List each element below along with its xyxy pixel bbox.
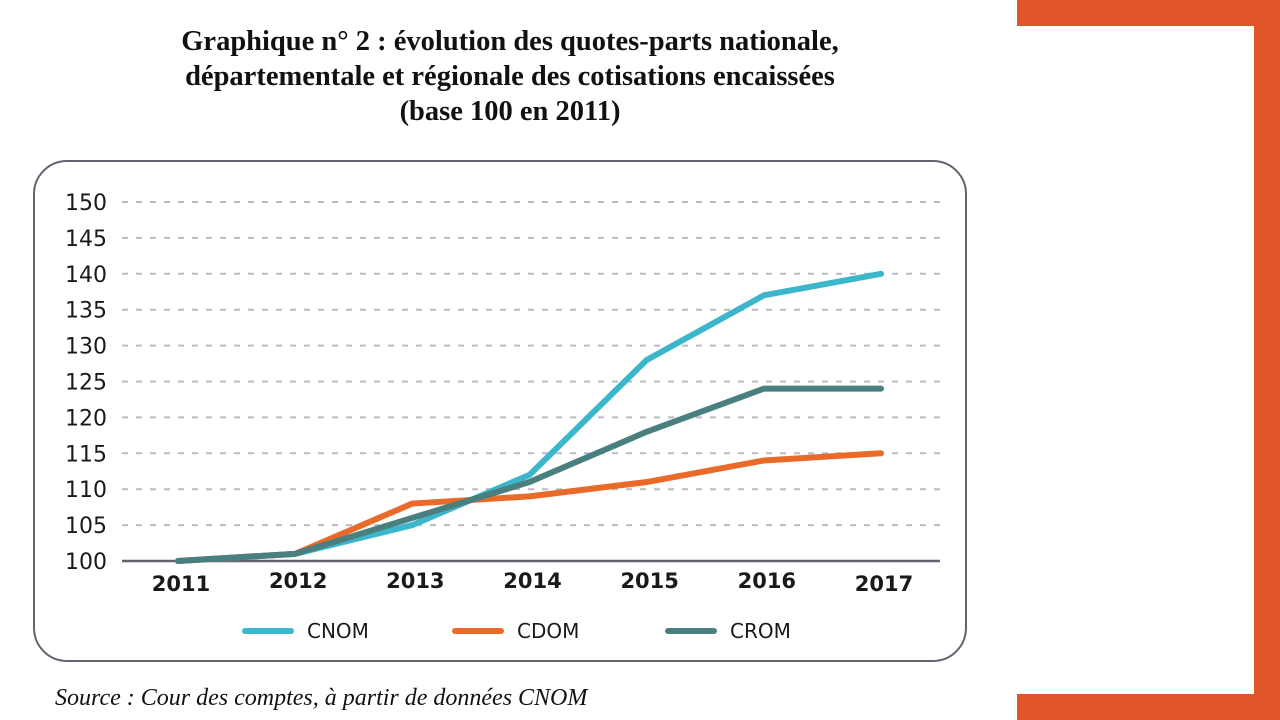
source-note: Source : Cour des comptes, à partir de d… — [55, 685, 588, 711]
x-axis-ticks: 2011 2012 2013 2014 2015 2016 2017 — [152, 569, 913, 596]
legend-item-cdom: CDOM — [452, 619, 579, 643]
legend-item-crom: CROM — [665, 619, 791, 643]
chart-title: Graphique n° 2 : évolution des quotes-pa… — [60, 24, 960, 129]
x-tick-label: 2016 — [738, 569, 796, 593]
y-tick-label: 120 — [65, 406, 107, 431]
title-line-3: (base 100 en 2011) — [399, 96, 621, 127]
y-tick-label: 100 — [65, 550, 107, 575]
x-tick-label: 2014 — [503, 569, 561, 593]
y-tick-label: 130 — [65, 335, 107, 360]
y-axis-ticks: 100 105 110 115 120 125 130 135 140 145 150 — [65, 191, 107, 575]
decorative-bar-right — [1254, 0, 1280, 720]
y-tick-label: 150 — [65, 191, 107, 216]
x-tick-label: 2011 — [152, 572, 210, 596]
y-tick-label: 135 — [65, 299, 107, 324]
gridlines — [122, 201, 940, 527]
y-tick-label: 105 — [65, 514, 107, 539]
legend-label: CDOM — [517, 619, 579, 643]
decorative-bar-bottom — [1017, 694, 1280, 720]
y-tick-label: 140 — [65, 263, 107, 288]
series-line-cdom — [175, 450, 884, 564]
title-line-1: Graphique n° 2 : évolution des quotes-pa… — [181, 26, 839, 57]
chart-frame — [33, 160, 967, 662]
legend: CNOM CDOM CROM — [242, 619, 791, 643]
y-tick-label: 145 — [65, 227, 107, 252]
legend-label: CROM — [730, 619, 791, 643]
x-tick-label: 2012 — [269, 569, 327, 593]
legend-label: CNOM — [307, 619, 369, 643]
legend-item-cnom: CNOM — [242, 619, 369, 643]
decorative-bar-top — [1017, 0, 1280, 26]
y-tick-label: 125 — [65, 371, 107, 396]
x-tick-label: 2017 — [855, 572, 913, 596]
y-tick-label: 110 — [65, 478, 107, 503]
y-tick-label: 115 — [65, 442, 107, 467]
x-tick-label: 2015 — [620, 569, 678, 593]
series-lines — [175, 270, 884, 564]
x-tick-label: 2013 — [386, 569, 444, 593]
title-line-2: départementale et régionale des cotisati… — [185, 61, 835, 92]
